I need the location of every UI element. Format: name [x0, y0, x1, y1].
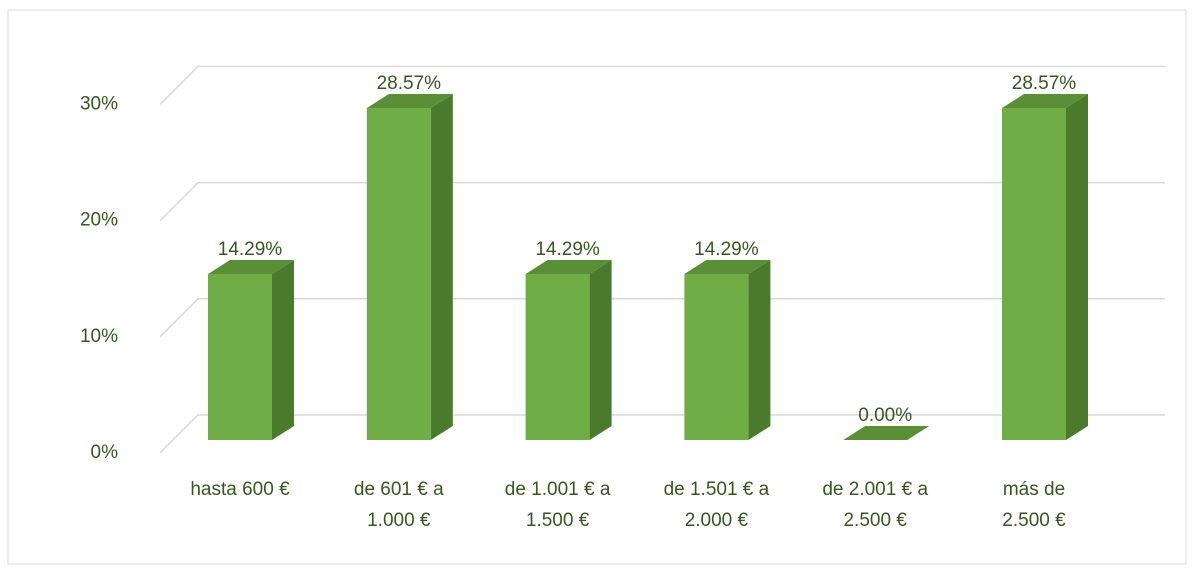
bar-front — [208, 273, 272, 440]
bar-top — [684, 259, 771, 274]
x-tick-label: de 2.001 € a 2.500 € — [822, 479, 929, 531]
x-tick-label: hasta 600 € — [190, 479, 290, 500]
bar — [1002, 94, 1088, 440]
bar-front — [366, 108, 431, 440]
x-tick-label: más de 2.500 € — [1002, 479, 1066, 531]
data-label: 0.00% — [858, 405, 912, 426]
bar — [208, 259, 294, 440]
bar — [366, 94, 453, 440]
bar — [684, 259, 771, 440]
y-tick-label: 20% — [80, 210, 118, 231]
bar-side — [748, 259, 771, 440]
data-label: 28.57% — [377, 73, 442, 94]
bar-top — [366, 94, 453, 109]
data-label: 14.29% — [694, 239, 759, 260]
bar-side — [1066, 94, 1088, 440]
bar-side — [430, 94, 453, 440]
bar-top — [525, 259, 612, 274]
x-tick-label: de 1.001 € a 1.500 € — [504, 479, 611, 531]
x-tick-label: de 601 € a 1.000 € — [353, 479, 444, 531]
grid-line — [159, 414, 1165, 454]
data-label: 14.29% — [535, 239, 600, 260]
grid-line — [159, 298, 1165, 338]
bar — [525, 259, 612, 440]
bar-side — [272, 259, 294, 440]
bar-top — [843, 426, 930, 440]
data-label: 28.57% — [1012, 73, 1077, 94]
bar-front — [1002, 108, 1066, 440]
bar — [843, 426, 930, 440]
data-label: 14.29% — [218, 239, 283, 260]
bar-top — [208, 259, 294, 274]
y-tick-label: 30% — [80, 93, 118, 114]
y-tick-label: 10% — [80, 326, 118, 347]
bar-side — [589, 259, 612, 440]
bar-front — [684, 273, 749, 440]
x-tick-label: de 1.501 € a 2.000 € — [663, 479, 770, 531]
bar-front — [525, 273, 590, 440]
grid-line — [159, 65, 1165, 105]
chart-frame — [7, 9, 1187, 565]
grid-line — [159, 181, 1165, 222]
bar-top — [1002, 94, 1088, 109]
y-tick-label: 0% — [91, 442, 119, 463]
